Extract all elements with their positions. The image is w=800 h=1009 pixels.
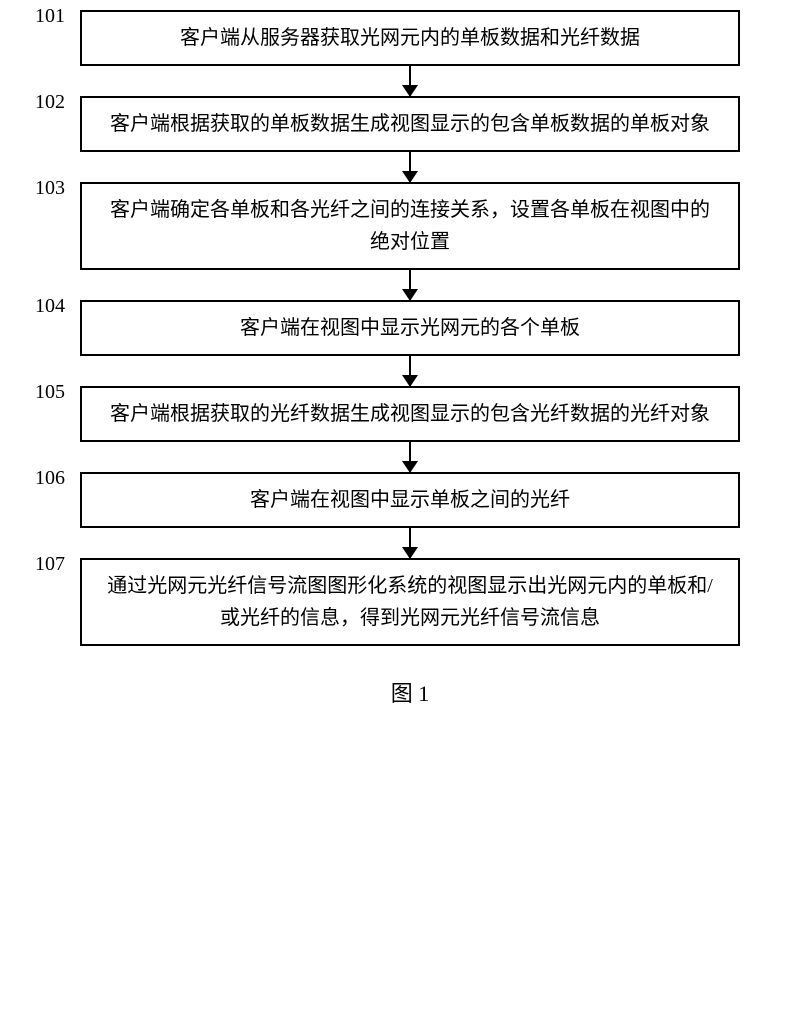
step-label-104: 104 (35, 295, 65, 318)
step-label-106: 106 (35, 467, 65, 490)
step-box-107: 通过光网元光纤信号流图图形化系统的视图显示出光网元内的单板和/或光纤的信息，得到… (80, 558, 740, 646)
step-106: 106 客户端在视图中显示单板之间的光纤 (80, 472, 740, 528)
step-label-102: 102 (35, 91, 65, 114)
arrow-1 (409, 66, 411, 96)
step-102: 102 客户端根据获取的单板数据生成视图显示的包含单板数据的单板对象 (80, 96, 740, 152)
step-label-107: 107 (35, 553, 65, 576)
arrow-5 (409, 442, 411, 472)
step-box-102: 客户端根据获取的单板数据生成视图显示的包含单板数据的单板对象 (80, 96, 740, 152)
arrow-6 (409, 528, 411, 558)
step-107: 107 通过光网元光纤信号流图图形化系统的视图显示出光网元内的单板和/或光纤的信… (80, 558, 740, 646)
arrow-4 (409, 356, 411, 386)
arrow-2 (409, 152, 411, 182)
step-box-105: 客户端根据获取的光纤数据生成视图显示的包含光纤数据的光纤对象 (80, 386, 740, 442)
step-box-103: 客户端确定各单板和各光纤之间的连接关系，设置各单板在视图中的绝对位置 (80, 182, 740, 270)
step-104: 104 客户端在视图中显示光网元的各个单板 (80, 300, 740, 356)
flowchart-container: 101 客户端从服务器获取光网元内的单板数据和光纤数据 102 客户端根据获取的… (80, 10, 740, 708)
step-box-104: 客户端在视图中显示光网元的各个单板 (80, 300, 740, 356)
step-105: 105 客户端根据获取的光纤数据生成视图显示的包含光纤数据的光纤对象 (80, 386, 740, 442)
arrow-3 (409, 270, 411, 300)
step-101: 101 客户端从服务器获取光网元内的单板数据和光纤数据 (80, 10, 740, 66)
step-label-105: 105 (35, 381, 65, 404)
step-box-106: 客户端在视图中显示单板之间的光纤 (80, 472, 740, 528)
step-103: 103 客户端确定各单板和各光纤之间的连接关系，设置各单板在视图中的绝对位置 (80, 182, 740, 270)
step-box-101: 客户端从服务器获取光网元内的单板数据和光纤数据 (80, 10, 740, 66)
figure-label: 图 1 (80, 676, 740, 708)
step-label-103: 103 (35, 177, 65, 200)
step-label-101: 101 (35, 5, 65, 28)
